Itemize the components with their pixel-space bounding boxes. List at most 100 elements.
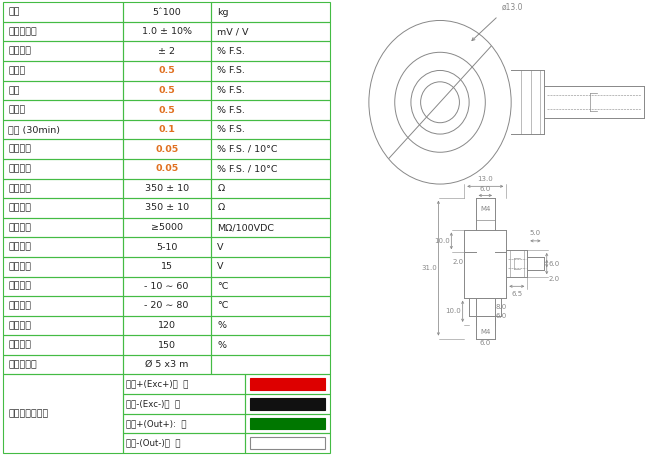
Text: 0.05: 0.05: [155, 164, 178, 174]
Bar: [3, 100, 123, 120]
Bar: [123, 159, 211, 179]
Text: %: %: [217, 321, 226, 330]
Text: 最大电压: 最大电压: [8, 262, 31, 271]
Text: 0.5: 0.5: [158, 67, 175, 75]
Text: % F.S.: % F.S.: [217, 106, 245, 115]
Bar: [211, 140, 330, 159]
Bar: [123, 2, 211, 22]
Bar: [250, 418, 325, 429]
Text: 温补范围: 温补范围: [8, 282, 31, 291]
Text: 信号-(Out-)：  白: 信号-(Out-)： 白: [126, 438, 180, 448]
Text: % F.S.: % F.S.: [217, 67, 245, 75]
Bar: [123, 433, 245, 453]
Bar: [3, 61, 123, 81]
Bar: [211, 237, 330, 257]
Bar: [123, 257, 211, 276]
Bar: [123, 120, 211, 140]
Text: 激励-(Exc-)：  黑: 激励-(Exc-)： 黑: [126, 399, 180, 409]
Bar: [123, 100, 211, 120]
Text: % F.S. / 10°C: % F.S. / 10°C: [217, 164, 278, 174]
Bar: [123, 22, 211, 41]
Text: 13.0: 13.0: [477, 176, 493, 182]
Text: V: V: [217, 243, 224, 252]
Text: 10.0: 10.0: [446, 308, 461, 314]
Bar: [123, 375, 245, 394]
Bar: [3, 2, 123, 22]
Text: °C: °C: [217, 302, 228, 310]
Bar: [211, 41, 330, 61]
Text: 信号+(Out+):  绿: 信号+(Out+): 绿: [126, 419, 186, 428]
Text: 31.0: 31.0: [421, 265, 437, 271]
Bar: [3, 257, 123, 276]
Bar: [123, 198, 211, 218]
Text: 350 ± 10: 350 ± 10: [145, 203, 189, 213]
Bar: [211, 22, 330, 41]
Bar: [245, 394, 330, 414]
Text: 非线性: 非线性: [8, 67, 26, 75]
Text: 10.0: 10.0: [434, 238, 449, 244]
Text: 使用电压: 使用电压: [8, 243, 31, 252]
Bar: [250, 378, 325, 390]
Bar: [123, 276, 211, 296]
Bar: [3, 41, 123, 61]
Text: 激励+(Exc+)：  红: 激励+(Exc+)： 红: [126, 380, 188, 389]
Bar: [3, 375, 123, 453]
Bar: [211, 100, 330, 120]
Text: 6.5: 6.5: [512, 291, 523, 297]
Text: 6.0: 6.0: [480, 340, 491, 346]
Text: mV / V: mV / V: [217, 27, 249, 36]
Text: M4: M4: [480, 329, 490, 335]
Text: 工作温度: 工作温度: [8, 302, 31, 310]
Text: °C: °C: [217, 282, 228, 291]
Bar: [3, 120, 123, 140]
Text: 输入电阻: 输入电阻: [8, 184, 31, 193]
Bar: [123, 218, 211, 237]
Bar: [211, 218, 330, 237]
Bar: [245, 433, 330, 453]
Text: 重复性: 重复性: [8, 106, 26, 115]
Text: 120: 120: [158, 321, 176, 330]
Text: 蠕变 (30min): 蠕变 (30min): [8, 125, 60, 134]
Text: 输出灵敏度: 输出灵敏度: [8, 27, 37, 36]
Text: 0.5: 0.5: [158, 106, 175, 115]
Bar: [3, 237, 123, 257]
Bar: [3, 81, 123, 100]
Bar: [123, 355, 211, 375]
Text: 5.0: 5.0: [530, 230, 541, 236]
Text: 绝缘电阻: 绝缘电阻: [8, 223, 31, 232]
Text: M4: M4: [480, 206, 490, 212]
Bar: [123, 140, 211, 159]
Text: 极限超载: 极限超载: [8, 341, 31, 350]
Bar: [3, 159, 123, 179]
Bar: [211, 81, 330, 100]
Text: ø13.0: ø13.0: [502, 2, 523, 11]
Bar: [123, 179, 211, 198]
Text: - 10 ∼ 60: - 10 ∼ 60: [145, 282, 189, 291]
Text: Ω: Ω: [217, 203, 224, 213]
Text: 滞后: 滞后: [8, 86, 20, 95]
Bar: [211, 198, 330, 218]
Text: % F.S.: % F.S.: [217, 86, 245, 95]
Text: %: %: [217, 341, 226, 350]
Text: 0.1: 0.1: [158, 125, 175, 134]
Bar: [211, 355, 330, 375]
Text: 6.0: 6.0: [548, 261, 560, 267]
Text: 150: 150: [158, 341, 176, 350]
Bar: [250, 437, 325, 449]
Text: 0.05: 0.05: [155, 145, 178, 154]
Text: 输出电阻: 输出电阻: [8, 203, 31, 213]
Bar: [3, 335, 123, 355]
Bar: [123, 296, 211, 316]
Bar: [123, 316, 211, 335]
Bar: [3, 218, 123, 237]
Bar: [211, 316, 330, 335]
Text: MΩ/100VDC: MΩ/100VDC: [217, 223, 275, 232]
Text: 零点输出: 零点输出: [8, 47, 31, 56]
Text: - 20 ∼ 80: - 20 ∼ 80: [145, 302, 189, 310]
Text: 15: 15: [160, 262, 173, 271]
Text: 灵敏温漂: 灵敏温漂: [8, 145, 31, 154]
Bar: [123, 394, 245, 414]
Bar: [211, 120, 330, 140]
Text: 5-10: 5-10: [156, 243, 178, 252]
Bar: [211, 179, 330, 198]
